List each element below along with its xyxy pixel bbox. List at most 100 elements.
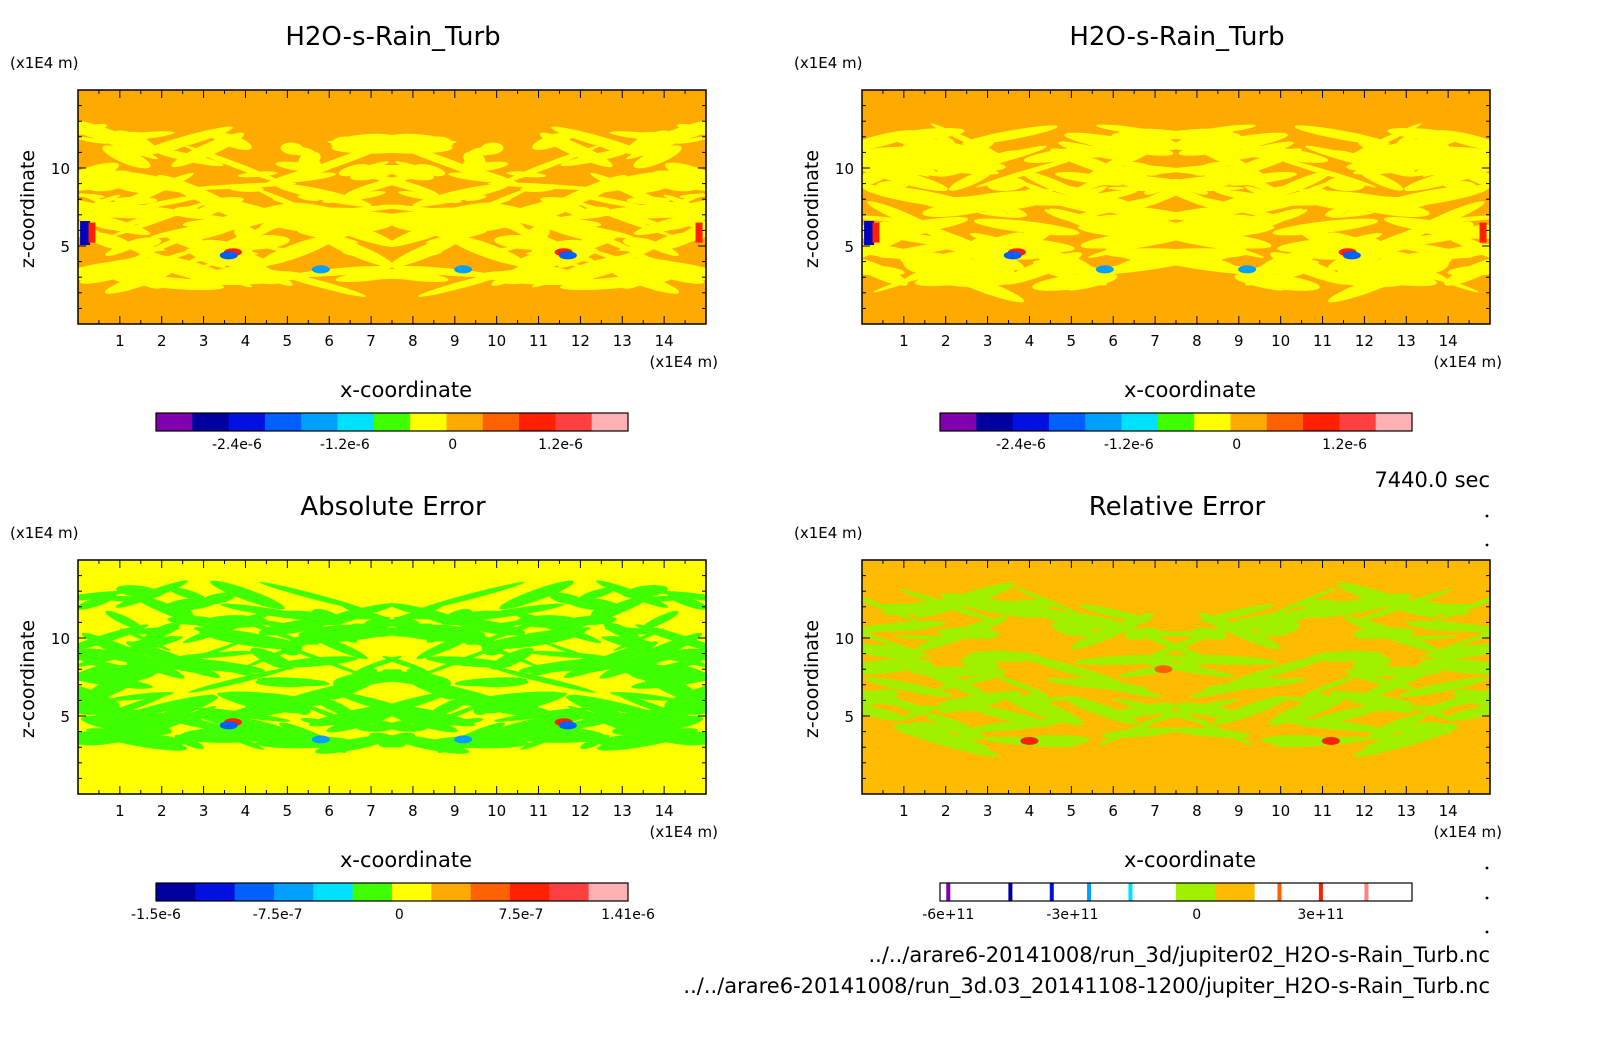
contour-patch: [417, 581, 525, 611]
contour-patch: [121, 627, 180, 635]
contour-patch: [1151, 179, 1221, 210]
contour-patch: [535, 218, 606, 242]
contour-patch: [78, 673, 153, 689]
colorbar-segment: [301, 413, 339, 431]
contour-patch: [150, 640, 246, 675]
colorbar-segment: [156, 883, 196, 901]
contour-patch: [1269, 171, 1331, 198]
contour-patch: [1002, 206, 1027, 217]
contour-patch: [255, 678, 313, 688]
contour-patch: [1114, 702, 1177, 718]
contour-patch: [604, 627, 663, 635]
contour-patch: [862, 589, 919, 622]
contour-patch: [1089, 165, 1134, 187]
colorbar-segment: [1294, 883, 1334, 901]
contour-patch: [895, 635, 956, 640]
x-tick-label: 6: [1108, 332, 1118, 350]
colorbar-segment: [940, 413, 977, 431]
contour-patch: [1355, 151, 1417, 177]
contour-patch: [506, 171, 547, 178]
colorbar-line: [1318, 883, 1323, 901]
contour-patch: [610, 692, 675, 701]
contour-patch: [580, 734, 610, 750]
contour-patch: [1410, 154, 1490, 165]
contour-feature: [695, 222, 703, 243]
contour-patch: [499, 580, 575, 610]
x-axis-label: x-coordinate: [340, 378, 472, 402]
contour-patch: [1329, 691, 1414, 706]
contour-patch: [78, 683, 120, 706]
x-tick-label: 4: [241, 802, 251, 820]
x-axis-label: x-coordinate: [340, 848, 472, 872]
y-unit-label: (x1E4 m): [794, 54, 863, 72]
contour-patch: [663, 194, 704, 212]
colorbar-segment: [1375, 413, 1413, 431]
contour-patch: [475, 615, 555, 645]
contour-patch: [862, 217, 969, 239]
y-tick-label: 5: [844, 238, 854, 256]
contour-patch: [418, 269, 515, 297]
contour-patch: [1347, 672, 1417, 690]
contour-feature: [558, 721, 577, 730]
contour-patch: [1448, 163, 1490, 198]
contour-patch: [1298, 226, 1355, 254]
x-tick-label: 8: [408, 332, 418, 350]
contour-patch: [109, 692, 174, 701]
contour-patch: [311, 608, 344, 626]
x-tick-label: 14: [1439, 332, 1458, 350]
colorbar-segment: [510, 883, 550, 901]
contour-patch: [392, 265, 492, 277]
contour-patch: [1223, 612, 1292, 632]
contour-patch: [1352, 627, 1415, 639]
contour-patch: [520, 185, 555, 192]
contour-patch: [899, 253, 941, 275]
contour-patch: [1417, 659, 1468, 667]
contour-patch: [78, 648, 111, 661]
contour-patch: [1244, 269, 1309, 286]
contour-patch: [925, 713, 985, 740]
contour-patch: [78, 209, 151, 236]
x-tick-label: 6: [1108, 802, 1118, 820]
contour-patch: [871, 621, 947, 632]
contour-patch: [1383, 217, 1490, 239]
contour-patch: [642, 610, 679, 630]
contour-patch: [198, 628, 297, 650]
contour-patch: [424, 676, 451, 690]
contour-patch: [1238, 278, 1284, 291]
contour-patch: [462, 157, 487, 172]
contour-patch: [471, 678, 529, 688]
colorbar-segment: [591, 413, 629, 431]
contour-patch: [1074, 677, 1163, 698]
contour-patch: [256, 188, 354, 233]
x-tick-label: 8: [1192, 332, 1202, 350]
x-tick-label: 12: [1355, 332, 1374, 350]
colorbar-segment: [588, 883, 629, 901]
contour-patch: [1055, 171, 1101, 181]
colorbar-segment: [1194, 413, 1231, 431]
contour-patch: [131, 636, 180, 645]
x-tick-label: 8: [408, 802, 418, 820]
contour-patch: [1371, 141, 1431, 163]
dot-marker: [1485, 514, 1489, 518]
x-tick-label: 14: [655, 802, 674, 820]
contour-patch: [1115, 622, 1220, 666]
x-tick-label: 9: [1234, 802, 1244, 820]
contour-patch: [261, 218, 361, 236]
contour-patch: [1032, 272, 1118, 291]
contour-patch: [411, 641, 510, 680]
contour-patch: [1218, 165, 1263, 187]
contour-patch: [200, 592, 236, 605]
contour-patch: [632, 254, 669, 265]
x-tick-label: 10: [1271, 802, 1290, 820]
contour-field: [862, 123, 1490, 303]
contour-patch: [862, 257, 908, 286]
x-tick-label: 10: [487, 332, 506, 350]
contour-patch: [626, 127, 705, 160]
contour-patch: [209, 580, 285, 610]
contour-patch: [1192, 124, 1256, 135]
contour-patch: [1155, 257, 1263, 275]
contour-patch: [1084, 198, 1158, 219]
colorbar-frame: [155, 412, 629, 432]
contour-patch: [1043, 269, 1108, 286]
x-tick-label: 13: [1397, 802, 1416, 820]
